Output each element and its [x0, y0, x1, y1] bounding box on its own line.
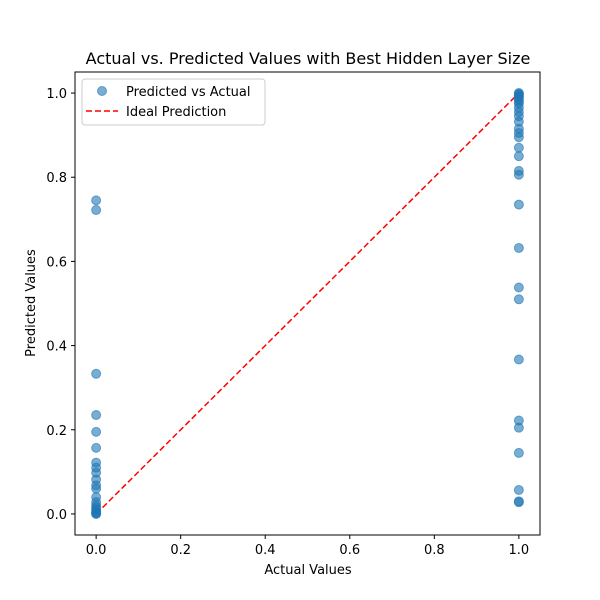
chart-title: Actual vs. Predicted Values with Best Hi… — [86, 49, 531, 68]
plot-frame — [74, 71, 541, 536]
data-point — [513, 294, 524, 305]
x-tick-label: 0.4 — [255, 543, 276, 558]
data-point — [91, 410, 102, 421]
data-point — [513, 447, 524, 458]
data-point — [513, 422, 524, 433]
data-point — [513, 151, 524, 162]
data-point — [91, 368, 102, 379]
x-tick-label: 0.0 — [86, 543, 107, 558]
data-point — [513, 199, 524, 210]
data-point — [91, 508, 102, 519]
x-axis: 0.0 0.2 0.4 0.6 0.8 1.0 — [86, 535, 529, 558]
legend-label-ideal: Ideal Prediction — [126, 105, 226, 120]
ideal-prediction-line — [95, 92, 520, 515]
x-tick-label: 0.8 — [424, 543, 445, 558]
data-point — [513, 497, 524, 508]
ideal-line-layer — [95, 92, 520, 515]
x-tick-label: 0.6 — [339, 543, 360, 558]
x-axis-label: Actual Values — [264, 563, 352, 578]
legend-marker-predicted — [97, 86, 107, 96]
y-axis: 0.0 0.2 0.4 0.6 0.8 1.0 — [46, 87, 75, 523]
y-tick-label: 0.6 — [46, 255, 67, 270]
y-tick-label: 0.0 — [46, 508, 67, 523]
data-point — [513, 354, 524, 365]
data-point — [91, 205, 102, 216]
data-point — [513, 142, 524, 153]
y-tick-label: 0.2 — [46, 424, 67, 439]
data-point — [91, 195, 102, 206]
x-tick-label: 0.2 — [170, 543, 191, 558]
legend: Predicted vs Actual Ideal Prediction — [81, 78, 266, 126]
y-tick-label: 0.4 — [46, 340, 67, 355]
data-point — [513, 132, 524, 143]
scatter-points — [91, 88, 524, 519]
y-tick-label: 0.8 — [46, 171, 67, 186]
y-tick-label: 1.0 — [46, 87, 67, 102]
legend-box — [81, 78, 266, 126]
data-point — [91, 483, 102, 494]
x-tick-label: 1.0 — [509, 543, 530, 558]
data-point — [513, 169, 524, 180]
y-axis-label: Predicted Values — [24, 249, 39, 357]
data-point — [91, 442, 102, 453]
data-point — [513, 484, 524, 495]
data-point — [513, 282, 524, 293]
data-point — [513, 242, 524, 253]
legend-label-predicted: Predicted vs Actual — [126, 85, 250, 100]
data-point — [91, 426, 102, 437]
